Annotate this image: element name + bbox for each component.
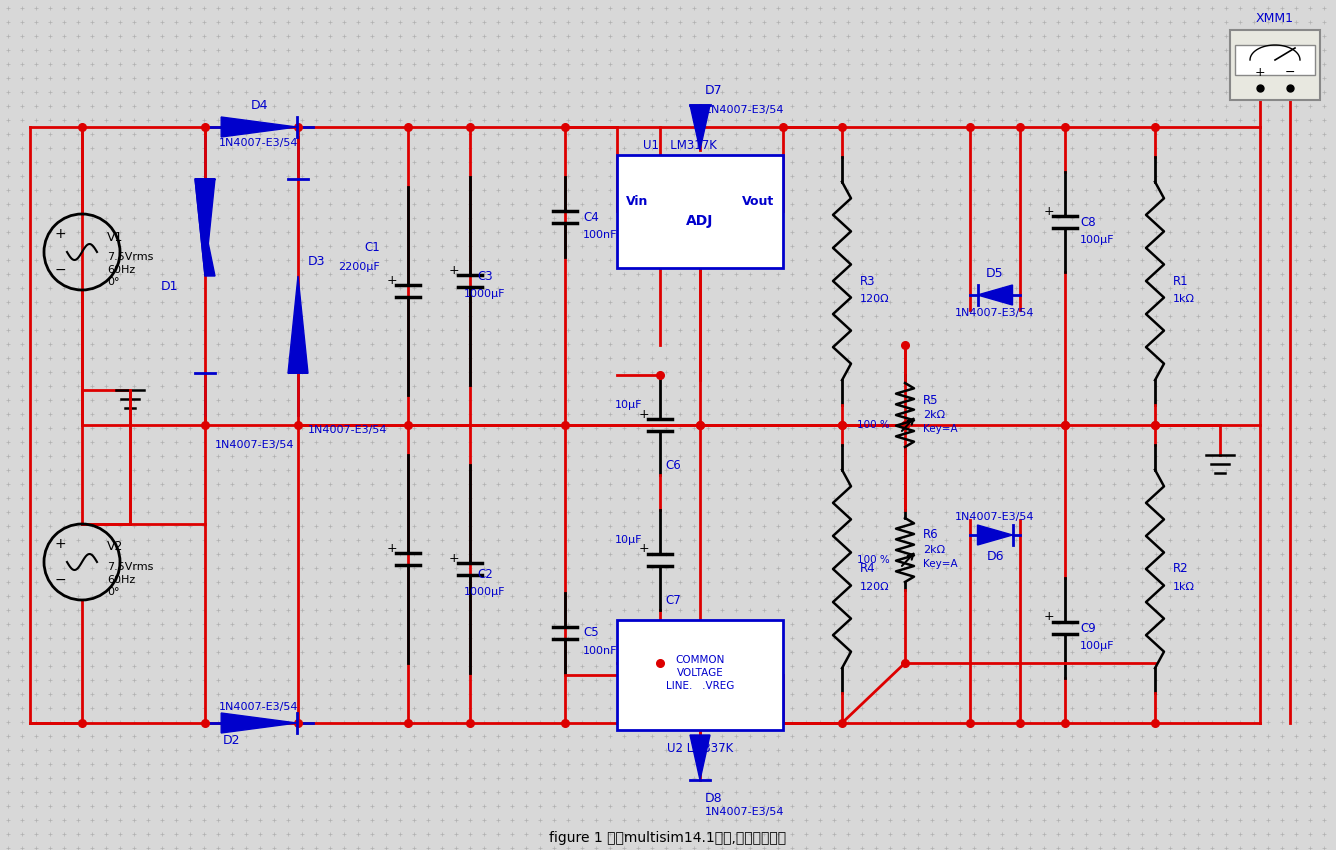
Text: C5: C5 — [582, 626, 599, 639]
Text: 1N4007-E3/54: 1N4007-E3/54 — [219, 138, 299, 148]
Bar — [617, 155, 783, 268]
Text: 60Hz: 60Hz — [107, 575, 135, 585]
Text: Vout: Vout — [741, 195, 774, 207]
Text: +: + — [639, 542, 649, 556]
Text: 100nF: 100nF — [582, 230, 617, 240]
Text: D2: D2 — [222, 734, 239, 747]
Text: 1N4007-E3/54: 1N4007-E3/54 — [309, 425, 387, 435]
Text: C3: C3 — [477, 269, 493, 282]
Text: D7: D7 — [705, 83, 723, 97]
Text: D6: D6 — [986, 551, 1003, 564]
Text: +: + — [449, 264, 460, 276]
Polygon shape — [978, 525, 1013, 545]
Text: 60Hz: 60Hz — [107, 265, 135, 275]
Text: +: + — [639, 407, 649, 421]
Polygon shape — [289, 276, 309, 373]
Text: −: − — [55, 263, 65, 277]
Text: C7: C7 — [665, 593, 681, 607]
Text: 1N4007-E3/54: 1N4007-E3/54 — [955, 512, 1035, 522]
Text: −: − — [55, 573, 65, 587]
Text: 1N4007-E3/54: 1N4007-E3/54 — [705, 105, 784, 115]
Text: XMM1: XMM1 — [1256, 12, 1295, 25]
Text: LINE.   .VREG: LINE. .VREG — [665, 681, 735, 691]
Text: 10μF: 10μF — [615, 535, 643, 545]
Text: D4: D4 — [250, 99, 267, 111]
Text: 2kΩ: 2kΩ — [923, 545, 945, 555]
Text: 2kΩ: 2kΩ — [923, 410, 945, 420]
Polygon shape — [689, 735, 709, 780]
Text: +: + — [449, 552, 460, 564]
Text: C9: C9 — [1079, 621, 1096, 634]
Polygon shape — [195, 178, 215, 276]
Text: 120Ω: 120Ω — [860, 294, 890, 304]
Text: 7.5Vrms: 7.5Vrms — [107, 252, 154, 262]
Polygon shape — [195, 178, 215, 276]
Text: 1N4007-E3/54: 1N4007-E3/54 — [705, 807, 784, 817]
Text: 1000μF: 1000μF — [464, 587, 506, 597]
Text: 120Ω: 120Ω — [860, 582, 890, 592]
Text: D5: D5 — [986, 267, 1003, 280]
Text: R4: R4 — [860, 563, 875, 575]
Text: D8: D8 — [705, 791, 723, 804]
Text: −: − — [1285, 65, 1295, 78]
Bar — [1230, 30, 1320, 100]
Text: +: + — [386, 274, 397, 286]
Text: R6: R6 — [923, 529, 939, 541]
Text: R1: R1 — [1173, 275, 1189, 287]
Text: 100 %: 100 % — [858, 555, 890, 565]
Text: ADJ: ADJ — [687, 214, 713, 228]
Polygon shape — [222, 713, 297, 733]
Text: 100nF: 100nF — [582, 646, 617, 656]
Text: V2: V2 — [107, 541, 123, 553]
Text: 1N4007-E3/54: 1N4007-E3/54 — [955, 308, 1035, 318]
Text: V1: V1 — [107, 230, 123, 243]
Text: +: + — [1043, 610, 1054, 624]
Text: 2200μF: 2200μF — [338, 262, 379, 272]
Text: 0°: 0° — [107, 277, 119, 287]
Text: C4: C4 — [582, 211, 599, 224]
Text: C8: C8 — [1079, 216, 1096, 229]
Text: R2: R2 — [1173, 563, 1189, 575]
Text: 1N4007-E3/54: 1N4007-E3/54 — [219, 702, 299, 712]
Text: VOLTAGE: VOLTAGE — [676, 668, 723, 678]
Polygon shape — [222, 117, 297, 137]
Text: +: + — [1255, 65, 1265, 78]
Text: U2 LM337K: U2 LM337K — [667, 741, 733, 755]
Text: Key=A: Key=A — [923, 559, 958, 569]
Polygon shape — [689, 105, 709, 150]
Text: 10μF: 10μF — [615, 400, 643, 410]
Text: 7.5Vrms: 7.5Vrms — [107, 562, 154, 572]
Text: Vin: Vin — [625, 195, 648, 207]
Bar — [1234, 45, 1315, 75]
Text: 1kΩ: 1kΩ — [1173, 294, 1194, 304]
Text: R3: R3 — [860, 275, 875, 287]
Text: +: + — [1043, 205, 1054, 218]
Text: D3: D3 — [309, 254, 326, 268]
Text: 100 %: 100 % — [858, 420, 890, 430]
Text: +: + — [55, 537, 65, 551]
Text: +: + — [386, 541, 397, 554]
Text: U1   LM317K: U1 LM317K — [643, 139, 717, 151]
Text: 100μF: 100μF — [1079, 641, 1114, 651]
Text: +: + — [55, 227, 65, 241]
Text: 0°: 0° — [107, 587, 119, 597]
Text: 1000μF: 1000μF — [464, 289, 506, 299]
Polygon shape — [978, 285, 1013, 305]
Text: Key=A: Key=A — [923, 424, 958, 434]
Text: COMMON: COMMON — [675, 655, 724, 665]
Text: 1N4007-E3/54: 1N4007-E3/54 — [215, 440, 294, 450]
Text: C1: C1 — [365, 241, 379, 253]
Text: 100μF: 100μF — [1079, 235, 1114, 245]
Text: C6: C6 — [665, 458, 681, 472]
Text: R5: R5 — [923, 394, 938, 406]
Text: 1kΩ: 1kΩ — [1173, 582, 1194, 592]
Bar — [617, 620, 783, 730]
Text: C2: C2 — [477, 568, 493, 581]
Text: D1: D1 — [162, 280, 179, 292]
Text: figure 1 使用multisim14.1平臺,仿真測試電路: figure 1 使用multisim14.1平臺,仿真測試電路 — [549, 831, 787, 845]
